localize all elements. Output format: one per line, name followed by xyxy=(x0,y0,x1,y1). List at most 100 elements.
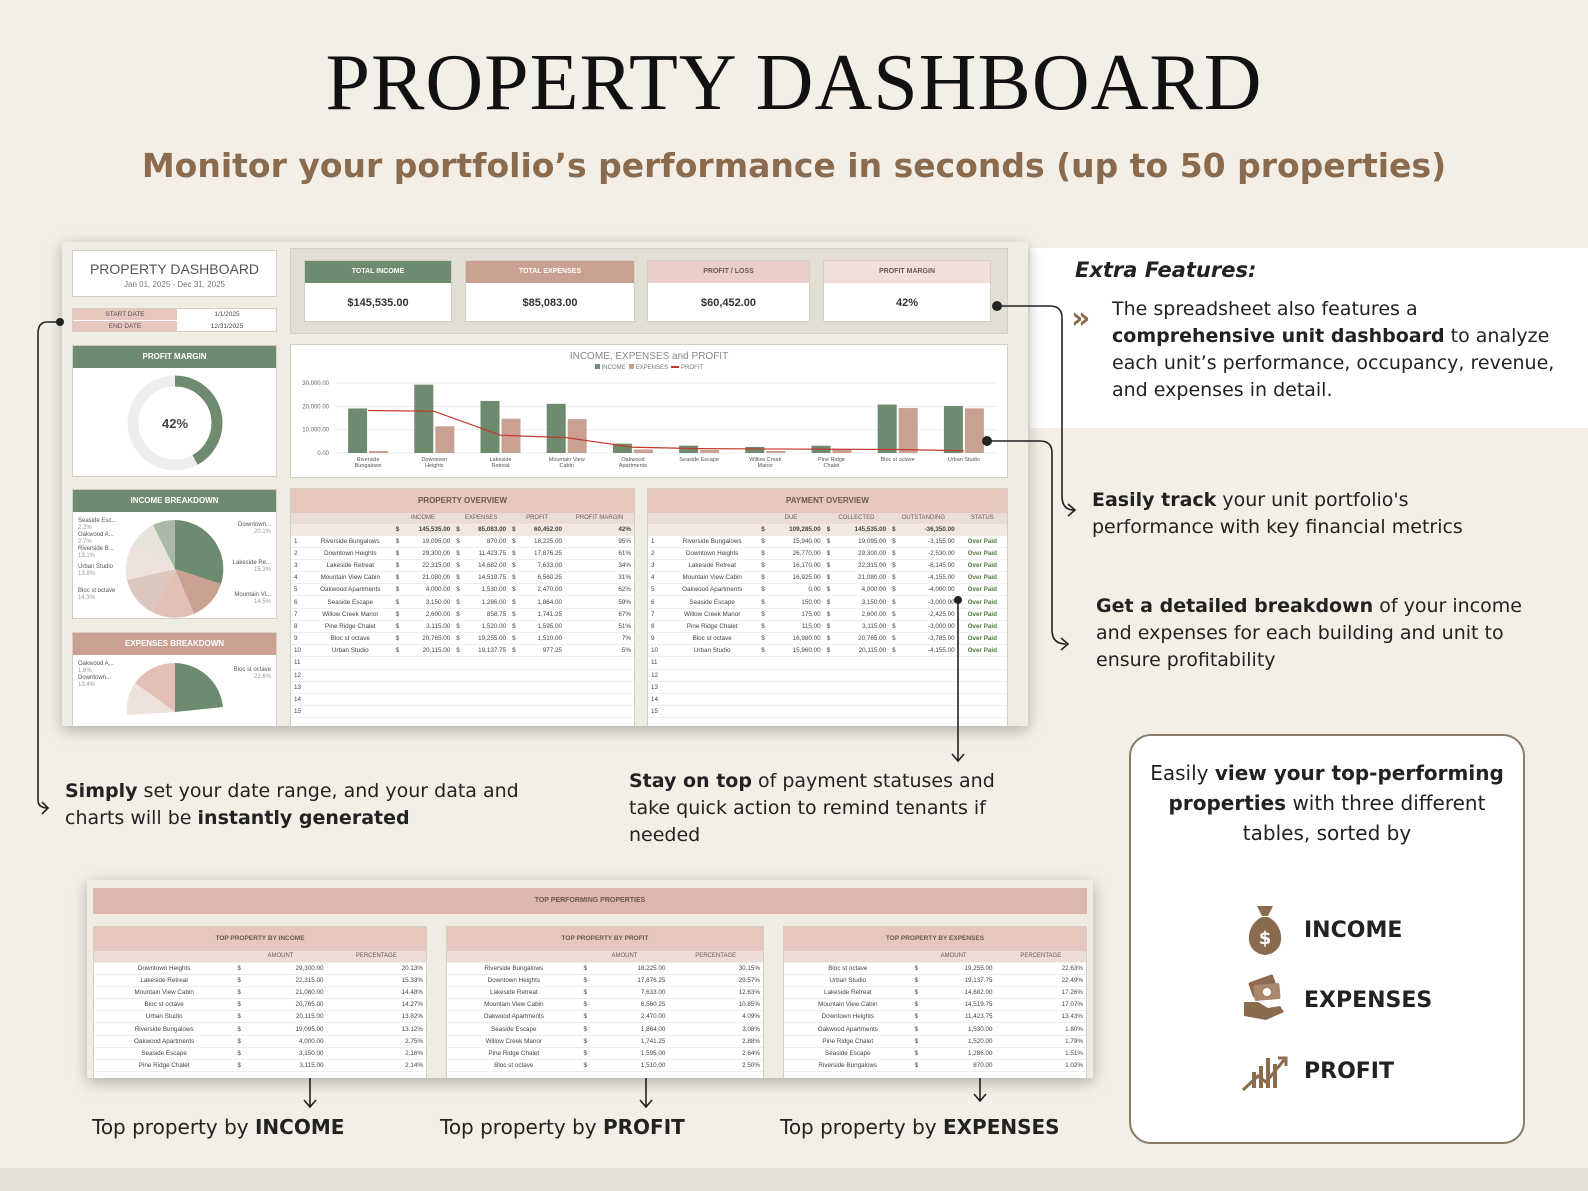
status-badge xyxy=(957,693,1007,707)
status-badge: Over Paid xyxy=(957,608,1007,621)
table-row[interactable]: 14 xyxy=(648,693,1007,707)
row-name: Mountain View Cabin xyxy=(94,986,235,1000)
table-row[interactable]: 2 Downtown Heights $26,770.00 $29,300.00 $ -2… xyxy=(648,547,1007,560)
table-row[interactable]: Oakwood Apartments $2,470.00 4.09% xyxy=(447,1010,763,1024)
bar-expenses xyxy=(567,419,587,453)
table-row[interactable]: Pine Ridge Chalet $1,520.00 1.79% xyxy=(784,1035,1086,1048)
track-text: your unit portfolio's performance with k… xyxy=(1092,489,1463,538)
top-box-text-1: Easily xyxy=(1150,761,1215,785)
table-row[interactable]: Seaside Escape $1,864.00 3.08% xyxy=(447,1022,763,1036)
table-row[interactable]: Seaside Escape $1,286.00 1.51% xyxy=(784,1047,1086,1061)
table-row[interactable]: Bloc st octave $20,765.00 14.27% xyxy=(94,998,426,1012)
table-row[interactable]: Bloc st octave $1,510.00 2.50% xyxy=(447,1059,763,1073)
table-row[interactable]: Oakwood Apartments $4,000.00 2.75% xyxy=(94,1035,426,1048)
table-row[interactable]: 10 Urban Studio $20,115.00 $19,137.75 $977.2… xyxy=(291,644,634,658)
row-percentage: 4.09% xyxy=(668,1010,763,1024)
table-row[interactable]: 13 xyxy=(291,681,634,694)
table-row[interactable]: 7 Willow Creek Manor $2,600.00 $858.75 $1,74… xyxy=(291,608,634,621)
income-pie-labels-right: Downtown... 20.1% Lakeside Re... 15.3% M… xyxy=(233,522,271,606)
table-row[interactable]: 11 xyxy=(648,656,1007,670)
row-number: 9 xyxy=(291,632,308,646)
table-row[interactable]: 8 Pine Ridge Chalet $115.00 $3,115.00 $ -3,00… xyxy=(648,620,1007,634)
currency-sign xyxy=(758,693,772,707)
row-percentage: 2.50% xyxy=(668,1059,763,1073)
table-row[interactable]: Lakeside Retreat $22,315.00 15.33% xyxy=(94,974,426,987)
pie-slice-riverside xyxy=(133,525,175,569)
arrow-head xyxy=(303,1099,317,1109)
row-percentage: 29.57% xyxy=(668,974,763,987)
table-row[interactable]: Mountain View Cabin $21,080.00 14.48% xyxy=(94,986,426,1000)
table-row[interactable]: 9 Bloc st octave $20,765.00 $19,255.00 $1,51… xyxy=(291,632,634,646)
pie-label-pct: 20.1% xyxy=(253,529,271,535)
status-badge: Over Paid xyxy=(957,595,1007,609)
table-row[interactable]: Oakwood Apartments $1,530.00 1.80% xyxy=(784,1022,1086,1036)
table-row[interactable]: Urban Studio $19,137.75 22.49% xyxy=(784,974,1086,987)
table-row[interactable]: 12 xyxy=(291,669,634,682)
table-row[interactable]: 1 Riverside Bungalows $15,940.00 $19,095.00… xyxy=(648,535,1007,548)
row-name: Downtown Heights xyxy=(784,1010,912,1024)
table-row[interactable]: 7 Willow Creek Manor $175.00 $2,600.00 $ -2,4… xyxy=(648,608,1007,621)
row-number: 4 xyxy=(648,571,667,585)
table-row[interactable]: 14 xyxy=(291,693,634,707)
table-row[interactable]: 15 xyxy=(648,705,1007,719)
table-row[interactable]: Willow Creek Manor $1,741.25 2.88% xyxy=(447,1035,763,1048)
table-row[interactable]: 3 Lakeside Retreat $22,315.00 $14,682.00 $7,… xyxy=(291,559,634,573)
table-header xyxy=(784,951,912,963)
table-row[interactable]: Riverside Bungalows $870.00 1.02% xyxy=(784,1059,1086,1073)
end-date-input[interactable]: 12/31/2025 xyxy=(210,323,244,330)
table-row[interactable]: 13 xyxy=(648,681,1007,694)
top-box-text-2: with three different tables, sorted by xyxy=(1242,791,1486,845)
profit-margin-title: PROFIT MARGIN xyxy=(73,346,276,368)
dashboard-title-card: PROPERTY DASHBOARD Jan 01, 2025 - Dec 31… xyxy=(72,250,277,297)
table-row[interactable]: Lakeside Retreat $7,633.00 12.63% xyxy=(447,986,763,1000)
table-row[interactable]: 4 Mountain View Cabin $16,925.00 $21,080.00… xyxy=(648,571,1007,585)
table-row[interactable]: 10 Urban Studio $15,960.00 $20,115.00 $ -4,15… xyxy=(648,644,1007,658)
table-row[interactable]: Lakeside Retreat $14,682.00 17.26% xyxy=(784,986,1086,1000)
table-row[interactable]: 1 Riverside Bungalows $19,095.00 $870.00 $18… xyxy=(291,535,634,548)
table-row[interactable]: 11 xyxy=(291,656,634,670)
currency-sign: $ xyxy=(758,559,772,573)
row-percentage: 17.07% xyxy=(995,998,1086,1012)
currency-sign: $ xyxy=(911,1022,930,1036)
table-row[interactable]: 8 Pine Ridge Chalet $3,115.00 $1,520.00 $1,5… xyxy=(291,620,634,634)
x-tick-label: Oakwood xyxy=(621,457,644,463)
table-row[interactable]: Pine Ridge Chalet $1,595.00 2.64% xyxy=(447,1047,763,1061)
table-row[interactable]: 5 Oakwood Apartments $4,000.00 $1,530.00 $2,… xyxy=(291,583,634,597)
table-row[interactable]: Urban Studio $20,115.00 13.82% xyxy=(94,1010,426,1024)
table-row[interactable]: 2 Downtown Heights $29,300.00 $11,423.75 $17… xyxy=(291,547,634,560)
chart-title: INCOME, EXPENSES and PROFIT xyxy=(569,351,729,362)
table-row[interactable]: 5 Oakwood Apartments $0.00 $4,000.00 $ -4,000… xyxy=(648,583,1007,597)
table-row[interactable]: Downtown Heights $11,423.75 13.43% xyxy=(784,1010,1086,1024)
status-badge: Over Paid xyxy=(957,535,1007,548)
currency-sign: $ xyxy=(509,583,522,597)
table-row[interactable]: Riverside Bungalows $19,095.00 13.12% xyxy=(94,1022,426,1036)
start-date-input[interactable]: 1/1/2025 xyxy=(214,311,240,318)
table-row[interactable]: Downtown Heights $29,300.00 20.13% xyxy=(94,962,426,975)
table-row[interactable]: 6 Seaside Escape $3,150.00 $1,286.00 $1,864.… xyxy=(291,595,634,609)
table-row[interactable]: 15 xyxy=(291,705,634,719)
row-name: Willow Creek Manor xyxy=(666,608,759,621)
table-row[interactable]: 4 Mountain View Cabin $21,080.00 $14,519.75… xyxy=(291,571,634,585)
table-row[interactable]: 9 Bloc st octave $16,980.00 $20,765.00 $ -3,7… xyxy=(648,632,1007,646)
table-header xyxy=(648,513,667,525)
connector-date xyxy=(37,321,60,809)
kpi-label: PROFIT / LOSS xyxy=(648,261,809,283)
row-percentage: 2.16% xyxy=(326,1047,426,1061)
table-row[interactable]: 3 Lakeside Retreat $16,170.00 $22,315.00 $ -6… xyxy=(648,559,1007,573)
arrow-head xyxy=(41,801,50,815)
table-row[interactable]: Mountain View Cabin $6,560.25 10.85% xyxy=(447,998,763,1012)
table-row[interactable]: Pine Ridge Chalet $3,115.00 2.14% xyxy=(94,1059,426,1073)
row-value: 14,682.00 xyxy=(465,559,510,573)
table-row[interactable]: Mountain View Cabin $14,519.75 17.07% xyxy=(784,998,1086,1012)
table-row[interactable]: 12 xyxy=(648,669,1007,682)
table-row[interactable]: Riverside Bungalows $18,225.00 30.15% xyxy=(447,962,763,975)
x-tick-label: Apartments xyxy=(619,463,647,469)
status-badge: Over Paid xyxy=(957,571,1007,585)
table-row[interactable]: 6 Seaside Escape $150.00 $3,150.00 $ -3,000.0… xyxy=(648,595,1007,609)
pie-label: Lakeside Re... xyxy=(232,560,271,566)
table-row[interactable]: Seaside Escape $3,150.00 2.16% xyxy=(94,1047,426,1061)
expenses-pie-labels-left: Oakwood A... 1.8% Downtown... 13.4% xyxy=(78,661,114,689)
currency-sign: $ xyxy=(392,620,406,634)
table-row[interactable]: Bloc st octave $19,255.00 22.63% xyxy=(784,962,1086,975)
table-row[interactable]: Downtown Heights $17,876.25 29.57% xyxy=(447,974,763,987)
